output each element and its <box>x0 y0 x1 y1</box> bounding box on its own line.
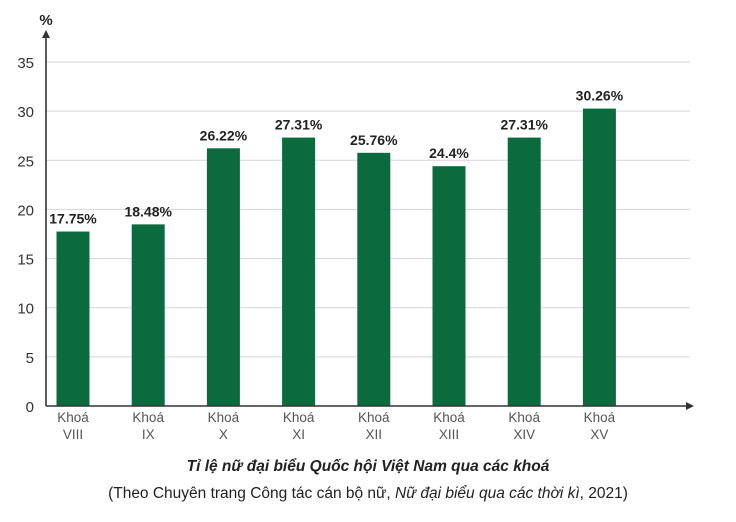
data-label: 24.4% <box>429 145 469 161</box>
data-label: 26.22% <box>200 127 248 143</box>
x-tick-label: Khoá <box>508 410 540 425</box>
x-tick-label: Khoá <box>358 410 390 425</box>
bar <box>56 231 90 406</box>
caption-source-prefix: (Theo Chuyên trang Công tác cán bộ nữ, <box>108 485 396 502</box>
x-axis-arrow <box>686 402 694 410</box>
y-tick-label: 15 <box>17 252 34 269</box>
chart-caption-title: Tỉ lệ nữ đại biểu Quốc hội Việt Nam qua … <box>186 458 550 475</box>
data-label: 27.31% <box>275 117 323 133</box>
caption-source-italic: Nữ đại biểu qua các thời kì <box>395 485 580 502</box>
x-tick-label: XI <box>292 427 305 442</box>
y-tick-label: 0 <box>26 399 34 416</box>
bar <box>507 137 541 406</box>
bar <box>582 108 616 406</box>
x-tick-label: XIV <box>513 427 535 442</box>
x-tick-label: Khoá <box>208 410 240 425</box>
data-label: 17.75% <box>49 211 97 227</box>
chart-caption-source: (Theo Chuyên trang Công tác cán bộ nữ, N… <box>0 485 736 503</box>
x-tick-label: XV <box>590 427 608 442</box>
caption-source-suffix: , 2021) <box>579 485 628 502</box>
x-tick-label: Khoá <box>132 410 164 425</box>
x-tick-label: Khoá <box>584 410 616 425</box>
y-tick-label: 30 <box>17 104 34 121</box>
x-tick-label: Khoá <box>433 410 465 425</box>
data-label: 25.76% <box>350 132 398 148</box>
x-tick-label: X <box>219 427 228 442</box>
x-tick-label: Khoá <box>57 410 89 425</box>
y-tick-label: 10 <box>17 301 34 318</box>
x-tick-label: IX <box>142 427 155 442</box>
bar <box>432 166 466 406</box>
y-axis-label: % <box>39 12 52 29</box>
data-label: 18.48% <box>124 203 172 219</box>
y-tick-label: 35 <box>17 55 34 72</box>
bar <box>206 148 240 406</box>
x-tick-label: Khoá <box>283 410 315 425</box>
x-tick-label: XIII <box>439 427 459 442</box>
bar <box>357 152 391 406</box>
y-tick-label: 25 <box>17 153 34 170</box>
bar <box>131 224 165 406</box>
y-tick-label: 20 <box>17 202 34 219</box>
x-tick-label: XII <box>366 427 383 442</box>
y-axis-arrow <box>42 30 50 38</box>
y-tick-label: 5 <box>26 350 34 367</box>
bar <box>282 137 316 406</box>
x-tick-label: VIII <box>63 427 83 442</box>
data-label: 30.26% <box>576 88 624 104</box>
data-label: 27.31% <box>500 117 548 133</box>
